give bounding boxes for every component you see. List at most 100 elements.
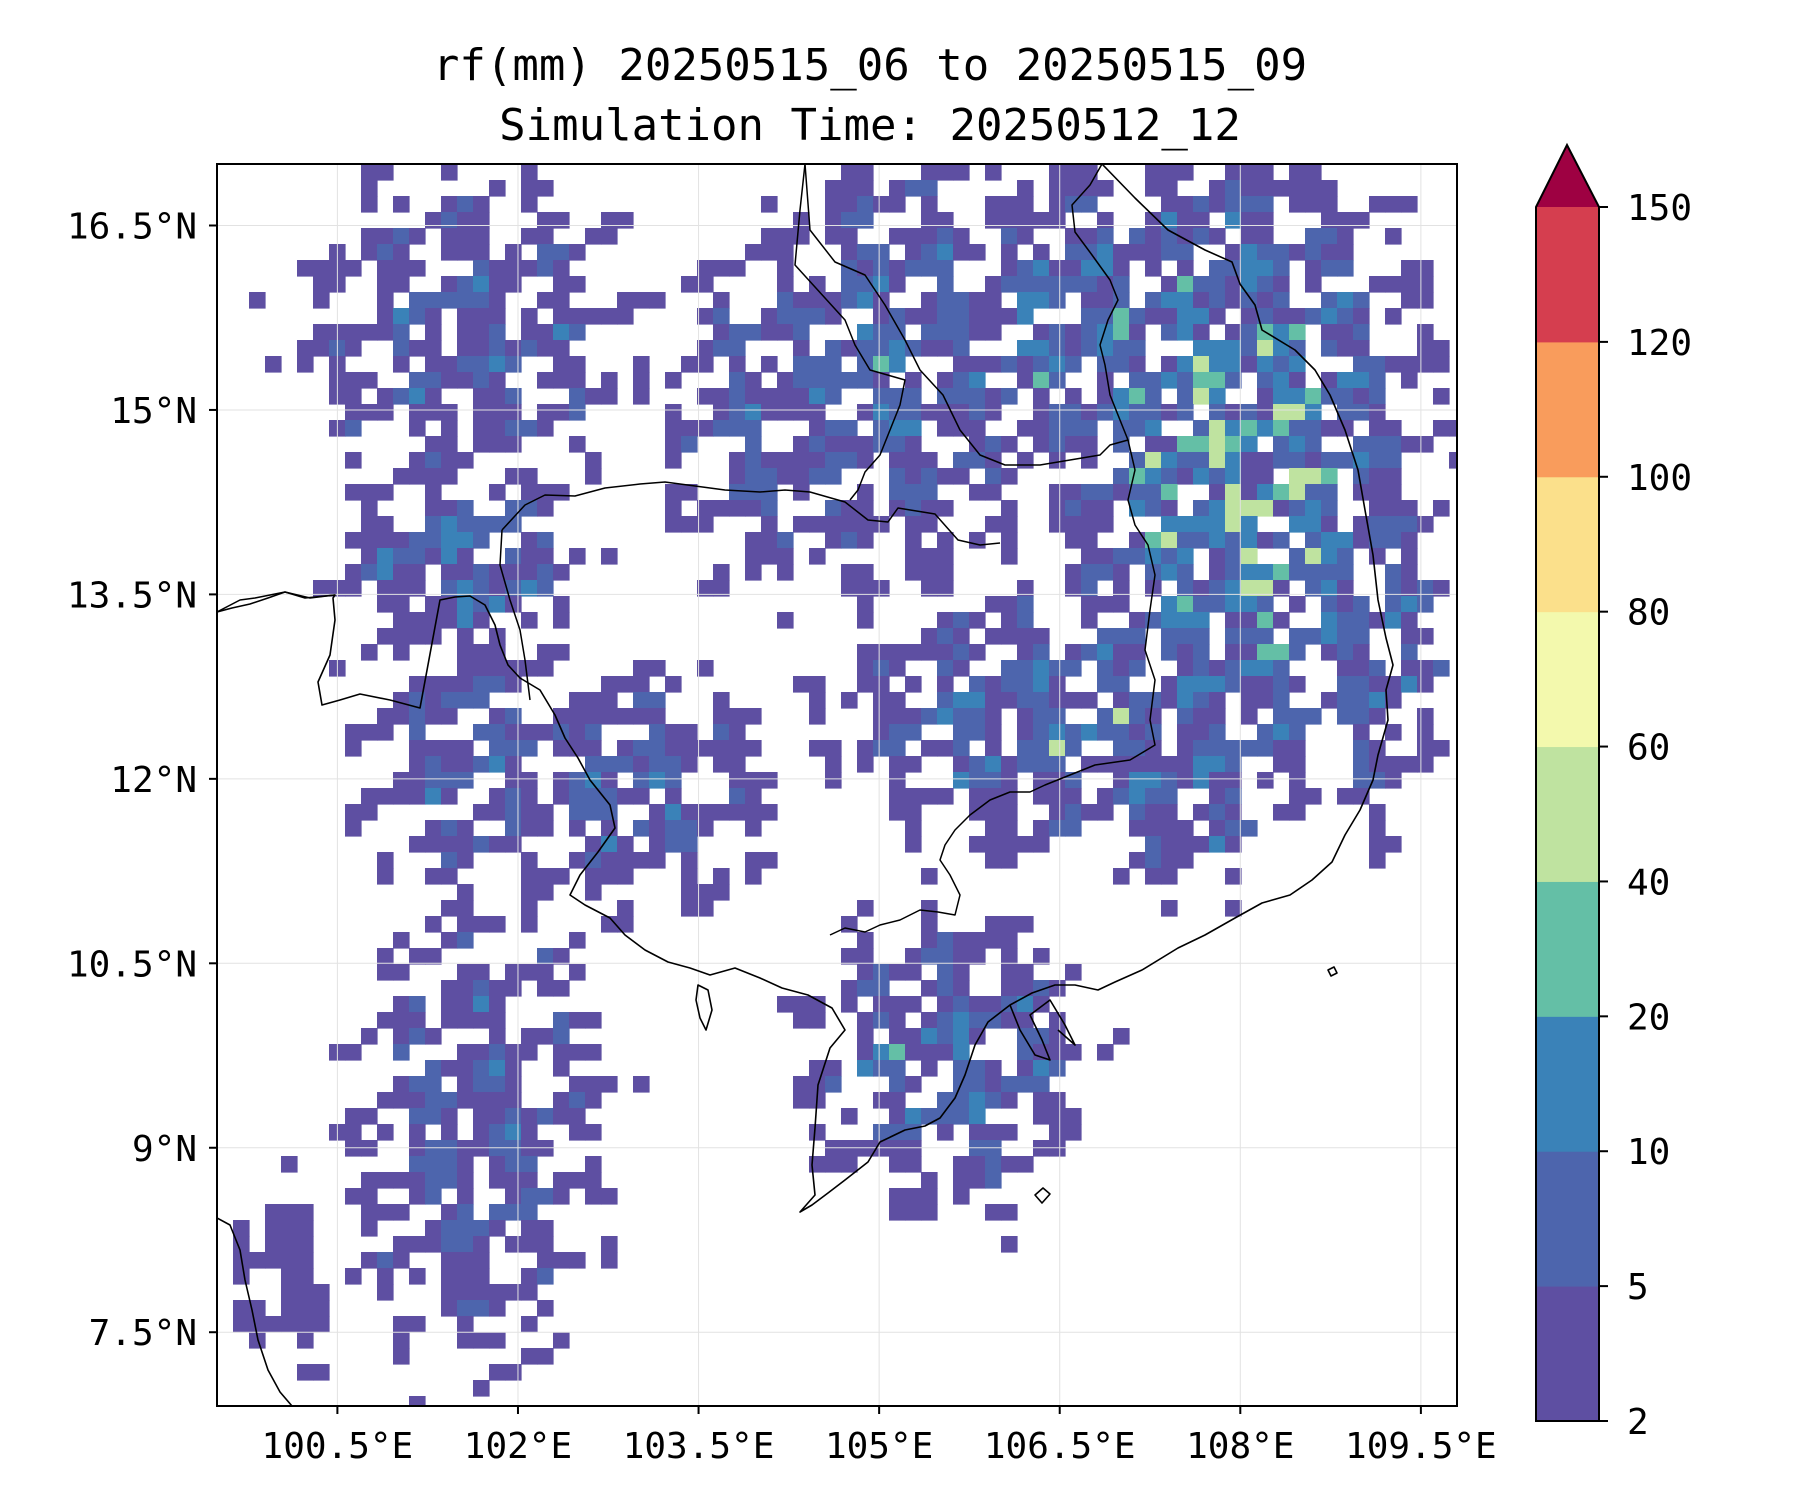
- rainfall-cell: [921, 180, 938, 197]
- rainfall-cell: [857, 1140, 874, 1157]
- rainfall-cell: [889, 436, 906, 453]
- rainfall-cell: [489, 1284, 506, 1301]
- rainfall-cell: [1225, 404, 1242, 421]
- rainfall-cell: [793, 996, 810, 1013]
- rainfall-cell: [1337, 244, 1354, 261]
- rainfall-cell: [537, 884, 554, 901]
- rainfall-cell: [553, 644, 570, 661]
- rainfall-cell: [569, 932, 586, 949]
- rainfall-cell: [473, 1236, 490, 1253]
- rainfall-cell: [585, 388, 602, 405]
- rainfall-cell: [1369, 676, 1386, 693]
- rainfall-cell: [1417, 292, 1434, 309]
- rainfall-cell: [841, 980, 858, 997]
- rainfall-cell: [745, 420, 762, 437]
- rainfall-cell: [1193, 228, 1210, 245]
- rainfall-cell: [1209, 836, 1226, 853]
- rainfall-cell: [521, 724, 538, 741]
- rainfall-cell: [649, 820, 666, 837]
- rainfall-cell: [1145, 244, 1162, 261]
- rainfall-cell: [825, 292, 842, 309]
- rainfall-cell: [1353, 644, 1370, 661]
- rainfall-cell: [1289, 708, 1306, 725]
- rainfall-cell: [1273, 388, 1290, 405]
- rainfall-cell: [953, 1012, 970, 1029]
- rainfall-cell: [665, 676, 682, 693]
- rainfall-cell: [1225, 452, 1242, 469]
- rainfall-cell: [1161, 500, 1178, 517]
- rainfall-cell: [1337, 228, 1354, 245]
- rainfall-cell: [1145, 228, 1162, 245]
- rainfall-cell: [809, 388, 826, 405]
- rainfall-cell: [969, 836, 986, 853]
- rainfall-cell: [1001, 436, 1018, 453]
- rainfall-cell: [921, 324, 938, 341]
- rainfall-cell: [649, 660, 666, 677]
- rainfall-cell: [441, 564, 458, 581]
- rainfall-cell: [1433, 340, 1450, 357]
- rainfall-cell: [857, 1044, 874, 1061]
- rainfall-cell: [441, 900, 458, 917]
- rainfall-cell: [1225, 820, 1242, 837]
- rainfall-cell: [713, 756, 730, 773]
- rainfall-cell: [521, 1156, 538, 1173]
- rainfall-cell: [1273, 180, 1290, 197]
- rainfall-cell: [585, 452, 602, 469]
- rainfall-cell: [1017, 180, 1034, 197]
- rainfall-cell: [1289, 356, 1306, 373]
- rainfall-cell: [1369, 404, 1386, 421]
- rainfall-cell: [937, 372, 954, 389]
- rainfall-cell: [921, 212, 938, 229]
- rainfall-cell: [1257, 772, 1274, 789]
- rainfall-cell: [1433, 500, 1450, 517]
- rainfall-cell: [1161, 308, 1178, 325]
- delta-coastline: [1009, 999, 1076, 1061]
- rainfall-cell: [1001, 852, 1018, 869]
- rainfall-cell: [745, 324, 762, 341]
- rainfall-cell: [457, 372, 474, 389]
- rainfall-cell: [697, 740, 714, 757]
- rainfall-cell: [1001, 548, 1018, 565]
- rainfall-cell: [1353, 340, 1370, 357]
- rainfall-cell: [1225, 836, 1242, 853]
- rainfall-cell: [681, 804, 698, 821]
- rainfall-cell: [377, 388, 394, 405]
- rainfall-cell: [889, 468, 906, 485]
- rainfall-cell: [1081, 404, 1098, 421]
- rainfall-cell: [1385, 532, 1402, 549]
- rainfall-cell: [1273, 580, 1290, 597]
- rainfall-cell: [1145, 468, 1162, 485]
- rainfall-cell: [425, 500, 442, 517]
- rainfall-cell: [409, 1092, 426, 1109]
- rainfall-cell: [409, 836, 426, 853]
- rainfall-cell: [889, 740, 906, 757]
- rainfall-cell: [1225, 772, 1242, 789]
- rainfall-cell: [1081, 340, 1098, 357]
- rainfall-cell: [521, 484, 538, 501]
- rainfall-cell: [729, 724, 746, 741]
- rainfall-cell: [425, 532, 442, 549]
- rainfall-cell: [921, 932, 938, 949]
- rainfall-cell: [425, 948, 442, 965]
- rainfall-cell: [985, 1060, 1002, 1077]
- rainfall-cell: [921, 1044, 938, 1061]
- rainfall-cell: [1161, 324, 1178, 341]
- rainfall-cell: [361, 500, 378, 517]
- rainfall-cell: [905, 1028, 922, 1045]
- rainfall-cell: [1225, 468, 1242, 485]
- rainfall-cell: [905, 804, 922, 821]
- rainfall-cell: [1369, 356, 1386, 373]
- rainfall-cell: [1337, 788, 1354, 805]
- rainfall-cell: [1145, 436, 1162, 453]
- rainfall-cell: [1369, 276, 1386, 293]
- rainfall-cell: [745, 372, 762, 389]
- rainfall-cell: [1033, 724, 1050, 741]
- rainfall-cell: [665, 500, 682, 517]
- rainfall-cell: [793, 228, 810, 245]
- rainfall-cell: [473, 308, 490, 325]
- rainfall-cell: [1033, 820, 1050, 837]
- rainfall-cell: [873, 340, 890, 357]
- rainfall-cell: [777, 612, 794, 629]
- x-axis: 100.5°E 102°E 103.5°E 105°E 106.5°E 108°E 109.…: [262, 1406, 1497, 1467]
- rainfall-cell: [409, 564, 426, 581]
